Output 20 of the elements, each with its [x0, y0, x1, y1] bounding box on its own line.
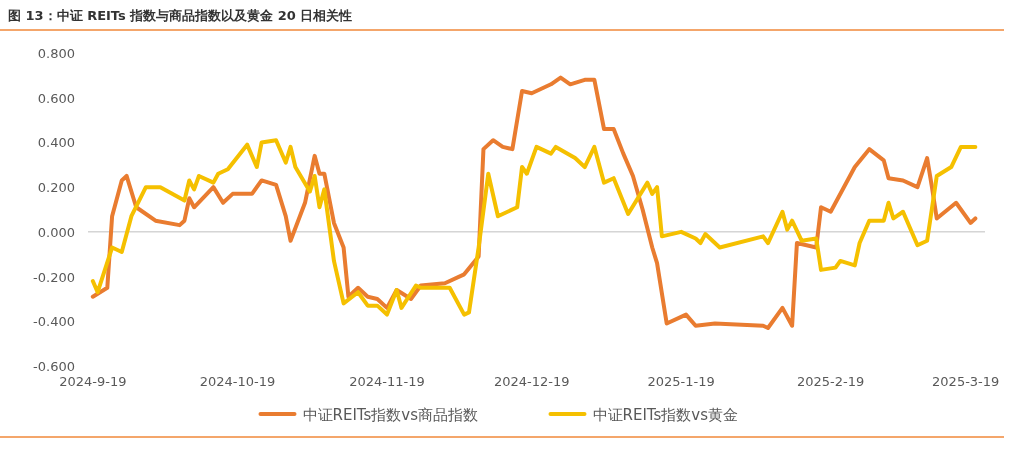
y-tick-label: -0.200 [33, 269, 75, 285]
line-series [90, 138, 978, 317]
x-tick-label: 2024-9-19 [59, 374, 127, 389]
x-tick-label: 2025-2-19 [797, 374, 865, 389]
y-tick-label: -0.400 [33, 314, 75, 330]
chart-title: 图 13：中证 REITs 指数与商品指数以及黄金 20 日相关性 [8, 8, 353, 23]
x-tick-label: 2024-11-19 [349, 374, 425, 389]
legend-label: 中证REITs指数vs商品指数 [302, 406, 479, 424]
x-tick-label: 2025-1-19 [647, 374, 715, 389]
x-tick-label: 2024-12-19 [493, 374, 570, 389]
y-tick-label: 0.200 [37, 180, 75, 196]
legend-label: 中证REITs指数vs黄金 [592, 406, 739, 424]
y-tick-label: 0.800 [37, 46, 75, 61]
x-tick-label: 2025-3-19 [932, 374, 1000, 389]
y-tick-label: 0.400 [37, 135, 75, 151]
y-tick-label: 0.000 [37, 224, 75, 240]
line-series [90, 75, 978, 330]
x-tick-label: 2024-10-19 [199, 374, 276, 389]
y-tick-label: -0.600 [33, 359, 75, 374]
y-tick-label: 0.600 [37, 90, 75, 106]
